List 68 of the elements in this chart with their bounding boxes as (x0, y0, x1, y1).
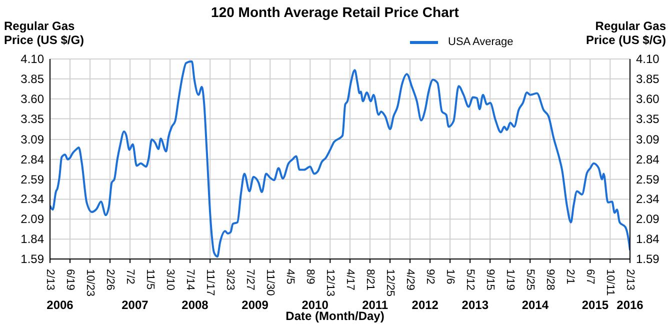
x2-tick-label: 2007 (122, 298, 149, 312)
legend-label: USA Average (447, 36, 514, 48)
x-tick-label: 1/6 (444, 269, 456, 284)
y2-tick-label: 1.84 (636, 232, 660, 246)
x-tick-label: 1/19 (504, 269, 516, 290)
x-tick-label: 11/17 (204, 269, 216, 296)
y-tick-label: 2.59 (20, 172, 44, 186)
y2-tick-label: 1.59 (636, 252, 660, 266)
y-tick-label: 3.60 (20, 92, 44, 106)
y2-tick-label: 2.09 (636, 212, 660, 226)
x2-tick-label: 2009 (242, 298, 269, 312)
x-tick-label: 2/1 (564, 269, 576, 284)
y2-tick-label: 2.84 (636, 152, 660, 166)
x-tick-label: 3/23 (224, 269, 236, 290)
y2-tick-label: 4.10 (636, 52, 660, 66)
y-tick-label: 2.34 (20, 192, 44, 206)
x-tick-label: 12/13 (324, 269, 336, 297)
x2-tick-label: 2008 (182, 298, 209, 312)
x2-tick-label: 2014 (522, 298, 549, 312)
x-tick-label: 5/25 (524, 269, 536, 290)
y-tick-label: 3.85 (20, 72, 44, 86)
x-tick-label: 2/26 (104, 269, 116, 290)
x-tick-label: 11/5 (144, 269, 156, 290)
y-tick-label: 4.10 (20, 52, 44, 66)
y2-axis-title: Regular Gas Price (US $/G) (584, 19, 666, 47)
x-tick-label: 4/29 (404, 269, 416, 290)
y2-tick-label: 3.85 (636, 72, 660, 86)
x-tick-label: 2/13 (624, 269, 636, 290)
x2-tick-label: 2010 (302, 298, 329, 312)
x2-tick-label: 2011 (362, 298, 388, 312)
y-tick-label: 2.09 (20, 212, 44, 226)
x-tick-label: 3/10 (164, 269, 176, 290)
x-tick-label: 11/30 (264, 269, 276, 296)
x-tick-label: 7/14 (184, 269, 196, 290)
x-tick-label: 10/11 (604, 269, 616, 296)
x-tick-label: 2/13 (44, 269, 56, 290)
x-tick-label: 9/15 (484, 269, 496, 290)
chart-title: 120 Month Average Retail Price Chart (210, 4, 460, 20)
y2-tick-label: 3.35 (636, 112, 660, 126)
y-tick-label: 3.35 (20, 112, 44, 126)
x-tick-label: 10/23 (84, 269, 96, 297)
y2-tick-label: 2.34 (636, 192, 660, 206)
y-tick-label: 1.59 (20, 252, 44, 266)
y-tick-label: 1.84 (20, 232, 44, 246)
x-tick-label: 8/21 (364, 269, 376, 290)
y-tick-label: 2.84 (20, 152, 44, 166)
y2-tick-label: 3.60 (636, 92, 660, 106)
x2-tick-label: 2012 (412, 298, 439, 312)
x-tick-label: 6/19 (64, 269, 76, 290)
x-tick-label: 8/9 (304, 269, 316, 284)
x2-tick-label: 2006 (46, 298, 74, 312)
x-tick-label: 7/2 (124, 269, 136, 284)
x-tick-label: 7/27 (244, 269, 256, 290)
x-tick-label: 9/2 (424, 269, 436, 284)
x-tick-label: 4/17 (344, 269, 356, 290)
y2-tick-label: 3.09 (636, 132, 660, 146)
x-tick-label: 5/12 (464, 269, 476, 290)
x-tick-label: 6/7 (584, 269, 596, 284)
x-tick-label: 9/28 (544, 269, 556, 290)
x-tick-label: 4/5 (284, 269, 296, 284)
y2-tick-label: 2.59 (636, 172, 660, 186)
x-tick-label: 12/25 (384, 269, 396, 297)
x2-tick-label: 2015 (582, 298, 609, 312)
y-tick-label: 3.09 (20, 132, 44, 146)
y-axis-title: Regular Gas Price (US $/G) (4, 19, 86, 47)
x2-tick-label: 2016 (616, 298, 644, 312)
x2-tick-label: 2013 (462, 298, 489, 312)
x-axis-title: Date (Month/Day) (286, 309, 384, 323)
